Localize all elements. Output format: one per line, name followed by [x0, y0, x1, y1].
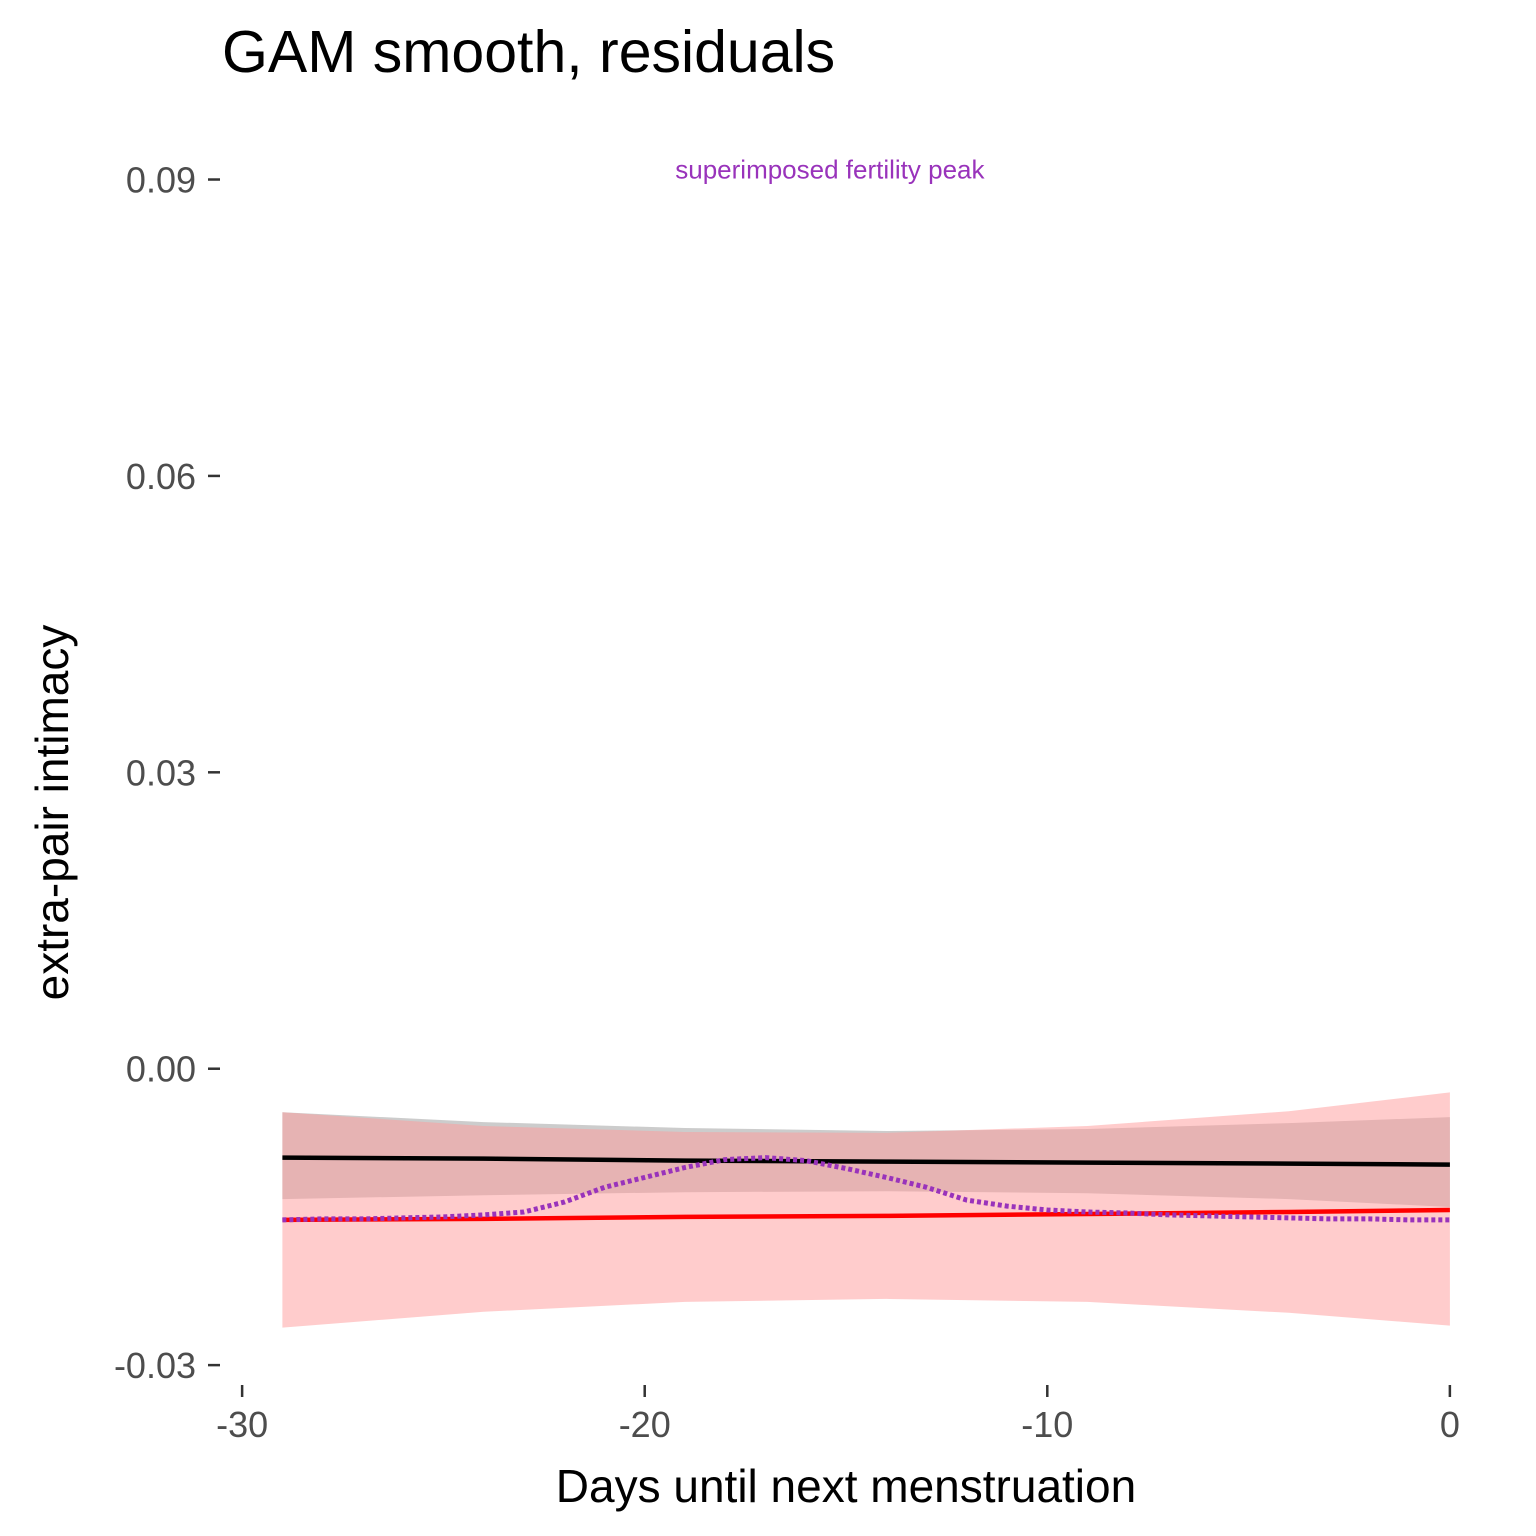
y-axis: -0.03 0.00 0.03 0.06 0.09: [114, 160, 220, 1386]
ci-band-1: [282, 1092, 1450, 1328]
fertility-peak-annotation: superimposed fertility peak: [675, 155, 985, 185]
series-lines: [282, 1155, 1450, 1223]
series-line-1: [282, 1207, 1450, 1223]
y-axis-title: extra-pair intimacy: [26, 625, 78, 1001]
chart-title: GAM smooth, residuals: [222, 19, 836, 85]
x-tick-label-0: -30: [216, 1404, 268, 1445]
y-tick-label-0: -0.03: [114, 1345, 196, 1386]
series-line-0: [282, 1155, 1450, 1167]
x-axis-title: Days until next menstruation: [556, 1460, 1136, 1512]
y-tick-label-4: 0.09: [126, 160, 196, 201]
x-axis: -30 -20 -10 0: [216, 1385, 1460, 1445]
y-tick-label-2: 0.03: [126, 752, 196, 793]
x-tick-label-1: -20: [619, 1404, 671, 1445]
y-tick-label-1: 0.00: [126, 1049, 196, 1090]
x-tick-label-3: 0: [1440, 1404, 1460, 1445]
y-tick-label-3: 0.06: [126, 456, 196, 497]
x-tick-label-2: -10: [1021, 1404, 1073, 1445]
